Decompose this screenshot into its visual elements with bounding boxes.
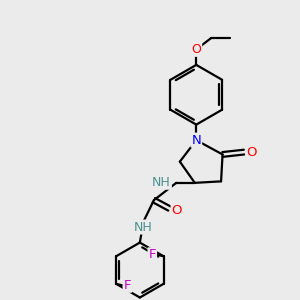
Text: O: O <box>191 43 201 56</box>
Text: O: O <box>246 146 257 159</box>
Text: O: O <box>172 203 182 217</box>
Text: F: F <box>148 248 156 261</box>
Text: NH: NH <box>134 220 153 233</box>
Text: NH: NH <box>152 176 171 189</box>
Text: N: N <box>191 134 201 147</box>
Text: F: F <box>124 279 131 292</box>
